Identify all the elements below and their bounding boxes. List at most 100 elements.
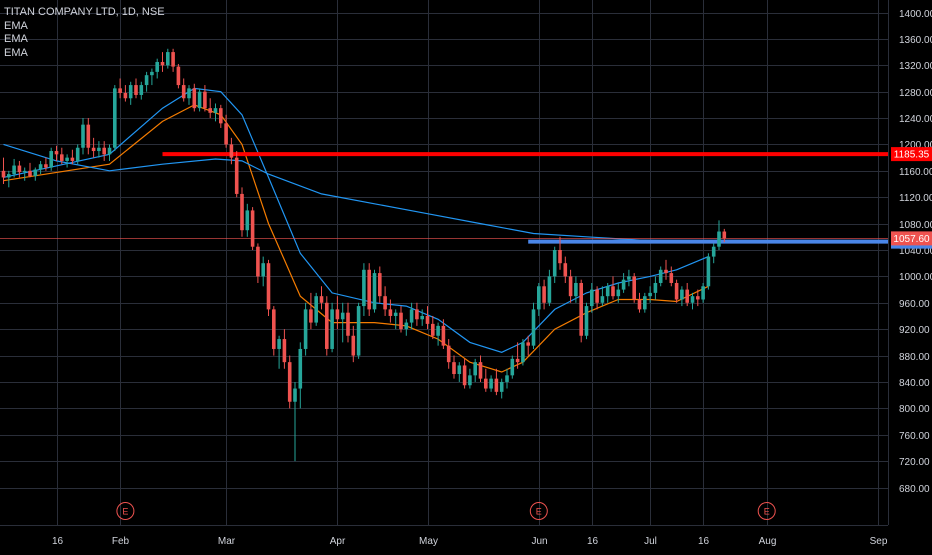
candle[interactable]	[54, 145, 59, 161]
candle[interactable]	[81, 118, 85, 155]
candle[interactable]	[547, 269, 552, 307]
candle[interactable]	[563, 256, 568, 283]
candle[interactable]	[293, 381, 297, 462]
candle[interactable]	[325, 296, 329, 356]
candle[interactable]	[298, 342, 303, 409]
candle[interactable]	[86, 118, 91, 155]
candle[interactable]	[160, 52, 165, 72]
candle[interactable]	[457, 362, 462, 382]
candle[interactable]	[346, 302, 350, 343]
candle[interactable]	[590, 282, 594, 313]
candle[interactable]	[632, 273, 636, 303]
candle[interactable]	[409, 302, 414, 330]
candle[interactable]	[266, 259, 271, 316]
candle[interactable]	[664, 259, 668, 280]
candle[interactable]	[123, 85, 128, 102]
candle[interactable]	[468, 368, 472, 389]
candle[interactable]	[552, 246, 557, 283]
candle[interactable]	[510, 355, 515, 379]
candle[interactable]	[462, 358, 467, 389]
candle[interactable]	[256, 243, 260, 283]
candle[interactable]	[584, 302, 589, 340]
candle[interactable]	[22, 167, 27, 181]
candle[interactable]	[436, 322, 440, 346]
horizontal-levels[interactable]	[0, 152, 888, 244]
candle[interactable]	[420, 309, 424, 326]
candle[interactable]	[505, 368, 509, 389]
time-axis[interactable]: 16 Feb Mar Apr May Jun 16 Jul 16 Aug Sep	[52, 536, 888, 547]
candle[interactable]	[356, 302, 361, 359]
candle[interactable]	[473, 358, 477, 382]
candle[interactable]	[515, 342, 520, 369]
candle[interactable]	[680, 286, 684, 307]
candle[interactable]	[208, 98, 212, 119]
candle[interactable]	[28, 162, 32, 178]
candle[interactable]	[600, 286, 605, 307]
candle[interactable]	[489, 375, 493, 392]
candle[interactable]	[166, 48, 170, 69]
candle[interactable]	[431, 315, 435, 340]
candle[interactable]	[484, 368, 488, 392]
candle[interactable]	[203, 85, 207, 112]
candle[interactable]	[367, 263, 371, 316]
candle[interactable]	[277, 335, 281, 369]
candle[interactable]	[658, 266, 663, 287]
candle[interactable]	[38, 160, 43, 175]
earnings-marker[interactable]: E	[116, 502, 135, 520]
candle[interactable]	[701, 282, 705, 303]
candle[interactable]	[155, 58, 159, 79]
candle[interactable]	[128, 81, 133, 105]
candle[interactable]	[621, 273, 626, 293]
candle[interactable]	[250, 207, 255, 250]
candle[interactable]	[499, 378, 504, 399]
symbol-title[interactable]: TITAN COMPANY LTD, 1D, NSE	[4, 6, 165, 18]
candle[interactable]	[521, 339, 525, 366]
candle[interactable]	[531, 302, 536, 349]
candle[interactable]	[526, 335, 530, 356]
candle[interactable]	[224, 114, 228, 148]
candle[interactable]	[134, 78, 138, 99]
candle[interactable]	[144, 71, 149, 92]
candle[interactable]	[91, 137, 96, 158]
candle[interactable]	[181, 78, 186, 102]
candle[interactable]	[7, 170, 11, 188]
candle[interactable]	[605, 282, 610, 303]
candle[interactable]	[669, 266, 674, 287]
candle[interactable]	[383, 286, 387, 316]
candle[interactable]	[197, 88, 202, 112]
candle[interactable]	[192, 83, 197, 112]
candle[interactable]	[616, 282, 621, 303]
candle[interactable]	[113, 85, 117, 152]
candle[interactable]	[717, 220, 721, 250]
candle[interactable]	[107, 144, 112, 161]
candle[interactable]	[12, 158, 16, 178]
candle[interactable]	[643, 292, 647, 313]
candle[interactable]	[102, 141, 106, 161]
candle[interactable]	[595, 286, 599, 310]
ema-legend-3[interactable]: EMA	[4, 46, 28, 59]
candle[interactable]	[319, 286, 324, 310]
candle[interactable]	[171, 48, 175, 72]
candle[interactable]	[399, 306, 403, 333]
candle[interactable]	[340, 302, 345, 343]
candle[interactable]	[637, 292, 642, 313]
candle[interactable]	[706, 253, 711, 290]
candle[interactable]	[150, 68, 154, 86]
candle[interactable]	[234, 151, 239, 198]
candle[interactable]	[568, 269, 573, 303]
candle[interactable]	[213, 103, 218, 122]
candle[interactable]	[478, 355, 483, 382]
candle[interactable]	[627, 269, 631, 287]
candle[interactable]	[282, 329, 287, 369]
candle[interactable]	[44, 157, 48, 171]
candle[interactable]	[393, 309, 398, 330]
candle[interactable]	[335, 296, 340, 330]
candle[interactable]	[653, 276, 658, 300]
candle[interactable]	[229, 137, 234, 165]
candles[interactable]	[1, 48, 727, 462]
candle[interactable]	[245, 203, 250, 237]
candle[interactable]	[696, 289, 700, 307]
candle[interactable]	[33, 167, 38, 181]
candle[interactable]	[558, 236, 562, 270]
